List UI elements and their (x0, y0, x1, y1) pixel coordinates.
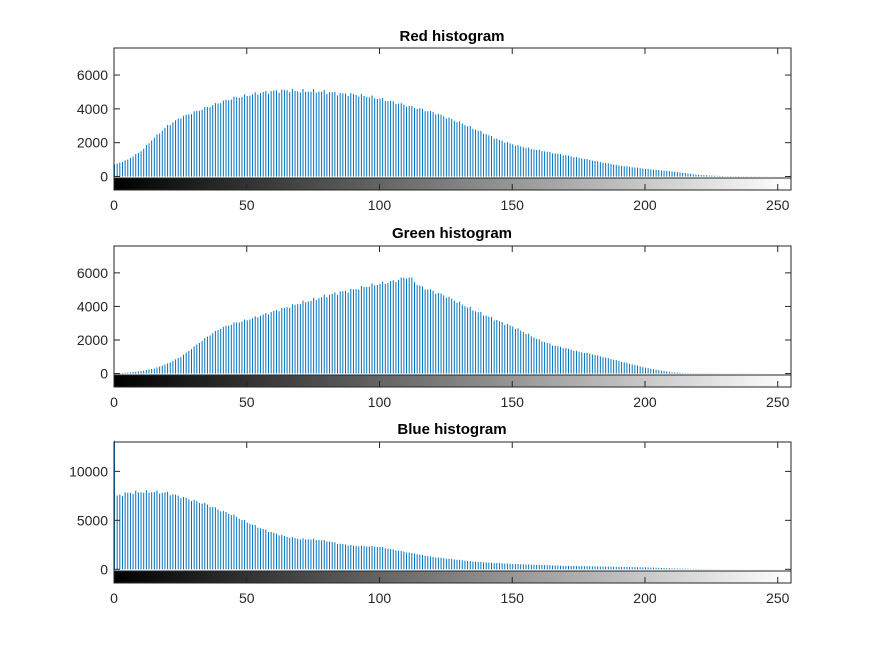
y-axis-ticks: 0 5000 10000 (69, 463, 791, 577)
y-tick-label: 2000 (77, 332, 108, 348)
y-tick-label: 6000 (77, 67, 108, 83)
panel-blue: Blue histogram 0 5000 10000 0 50 100 150 200 25… (69, 421, 792, 606)
y-tick-label: 0 (100, 561, 108, 577)
x-tick-label: 150 (501, 590, 525, 606)
panel-green: Green histogram 0 2000 4000 6000 0 50 100 150 2… (77, 225, 792, 410)
grayscale-colorbar (113, 177, 792, 191)
x-tick-label: 0 (110, 197, 118, 213)
x-tick-label: 150 (501, 394, 525, 410)
histogram-bars (114, 277, 790, 374)
x-tick-label: 0 (110, 590, 118, 606)
grayscale-colorbar (113, 570, 792, 584)
x-tick-label: 0 (110, 394, 118, 410)
x-axis-ticks: 0 50 100 150 200 250 (110, 442, 790, 606)
x-tick-label: 50 (239, 394, 255, 410)
x-tick-label: 200 (633, 197, 657, 213)
x-tick-label: 100 (368, 394, 392, 410)
y-tick-label: 10000 (69, 463, 108, 479)
axes-box (113, 441, 792, 584)
histogram-bars (114, 88, 790, 177)
x-tick-label: 150 (501, 197, 525, 213)
x-tick-label: 200 (633, 590, 657, 606)
y-tick-label: 6000 (77, 265, 108, 281)
y-tick-label: 4000 (77, 298, 108, 314)
panel-red: Red histogram 0 2000 4000 6000 0 50 100 150 200… (77, 28, 792, 213)
x-tick-label: 100 (368, 590, 392, 606)
x-axis-ticks: 0 50 100 150 200 250 (110, 48, 790, 213)
chart-title: Blue histogram (397, 421, 506, 438)
y-tick-label: 0 (100, 168, 108, 184)
x-tick-label: 250 (766, 197, 790, 213)
y-tick-label: 2000 (77, 135, 108, 151)
x-axis-ticks: 0 50 100 150 200 250 (110, 246, 790, 410)
y-axis-ticks: 0 2000 4000 6000 (77, 67, 791, 184)
x-tick-label: 100 (368, 197, 392, 213)
x-tick-label: 200 (633, 394, 657, 410)
x-tick-label: 250 (766, 394, 790, 410)
y-tick-label: 4000 (77, 101, 108, 117)
x-tick-label: 50 (239, 197, 255, 213)
axes-box (113, 245, 792, 388)
axes-box (113, 47, 792, 191)
x-tick-label: 50 (239, 590, 255, 606)
x-tick-label: 250 (766, 590, 790, 606)
chart-title: Red histogram (399, 28, 504, 45)
y-tick-label: 5000 (77, 512, 108, 528)
chart-title: Green histogram (392, 225, 512, 242)
grayscale-colorbar (113, 374, 792, 388)
y-axis-ticks: 0 2000 4000 6000 (77, 265, 791, 382)
y-tick-label: 0 (100, 366, 108, 382)
histogram-bars (114, 440, 790, 570)
